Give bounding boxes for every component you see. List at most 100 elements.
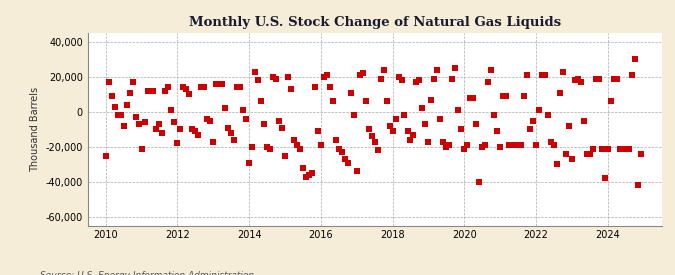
Point xyxy=(564,123,574,128)
Point xyxy=(489,113,500,117)
Point xyxy=(235,85,246,89)
Point xyxy=(267,75,278,79)
Point xyxy=(399,113,410,117)
Point xyxy=(435,117,446,121)
Point xyxy=(513,143,524,147)
Point xyxy=(474,180,485,184)
Point xyxy=(524,127,535,131)
Point xyxy=(199,85,210,89)
Point xyxy=(528,118,539,123)
Point xyxy=(608,76,619,81)
Point xyxy=(539,73,550,77)
Point xyxy=(575,80,586,84)
Point xyxy=(549,143,560,147)
Point xyxy=(313,129,323,133)
Point xyxy=(554,90,565,95)
Point xyxy=(309,85,320,89)
Point xyxy=(459,146,470,151)
Point xyxy=(617,146,628,151)
Point xyxy=(591,76,601,81)
Point xyxy=(501,94,512,98)
Point xyxy=(205,118,216,123)
Point xyxy=(372,148,383,152)
Point xyxy=(259,122,269,126)
Point xyxy=(238,108,248,112)
Point xyxy=(507,143,518,147)
Point xyxy=(369,139,380,144)
Point xyxy=(286,87,296,91)
Point xyxy=(405,138,416,142)
Point xyxy=(572,76,583,81)
Point xyxy=(593,76,604,81)
Point xyxy=(193,132,204,137)
Point xyxy=(124,90,135,95)
Point xyxy=(262,145,273,149)
Point xyxy=(396,78,407,82)
Point xyxy=(139,120,150,125)
Point xyxy=(148,89,159,93)
Point xyxy=(402,129,413,133)
Point xyxy=(109,104,120,109)
Point xyxy=(304,172,315,177)
Point xyxy=(468,95,479,100)
Point xyxy=(348,113,359,117)
Point xyxy=(181,87,192,91)
Point xyxy=(537,73,547,77)
Point xyxy=(429,76,440,81)
Point xyxy=(462,143,472,147)
Point xyxy=(495,145,506,149)
Point xyxy=(420,122,431,126)
Point xyxy=(477,145,487,149)
Point xyxy=(106,94,117,98)
Point xyxy=(626,73,637,77)
Point xyxy=(151,127,162,131)
Point xyxy=(330,138,341,142)
Point xyxy=(432,68,443,72)
Point xyxy=(504,143,514,147)
Point xyxy=(217,82,227,86)
Point xyxy=(632,183,643,188)
Point xyxy=(211,82,221,86)
Point xyxy=(390,117,401,121)
Point xyxy=(414,78,425,82)
Point xyxy=(154,122,165,126)
Point xyxy=(363,127,374,131)
Point xyxy=(351,169,362,174)
Point xyxy=(169,120,180,125)
Point xyxy=(283,75,294,79)
Point xyxy=(393,75,404,79)
Point xyxy=(196,85,207,89)
Point xyxy=(614,146,625,151)
Point xyxy=(375,76,386,81)
Point xyxy=(142,89,153,93)
Point xyxy=(175,127,186,131)
Point xyxy=(336,150,347,154)
Point xyxy=(381,99,392,103)
Point xyxy=(223,125,234,130)
Point xyxy=(256,99,267,103)
Point xyxy=(325,85,335,89)
Point xyxy=(599,176,610,180)
Point xyxy=(112,113,123,117)
Point xyxy=(294,146,305,151)
Point xyxy=(166,108,177,112)
Point xyxy=(160,89,171,93)
Point xyxy=(122,103,132,107)
Point xyxy=(612,76,622,81)
Point xyxy=(587,146,598,151)
Point xyxy=(214,82,225,86)
Point xyxy=(450,66,461,70)
Point xyxy=(518,94,529,98)
Point xyxy=(103,80,114,84)
Point xyxy=(292,143,302,147)
Point xyxy=(384,123,395,128)
Point xyxy=(471,122,482,126)
Point xyxy=(558,69,568,74)
Point xyxy=(252,78,263,82)
Point xyxy=(133,122,144,126)
Point xyxy=(560,152,571,156)
Point xyxy=(319,75,329,79)
Point xyxy=(426,97,437,102)
Point xyxy=(340,157,350,161)
Point xyxy=(115,113,126,117)
